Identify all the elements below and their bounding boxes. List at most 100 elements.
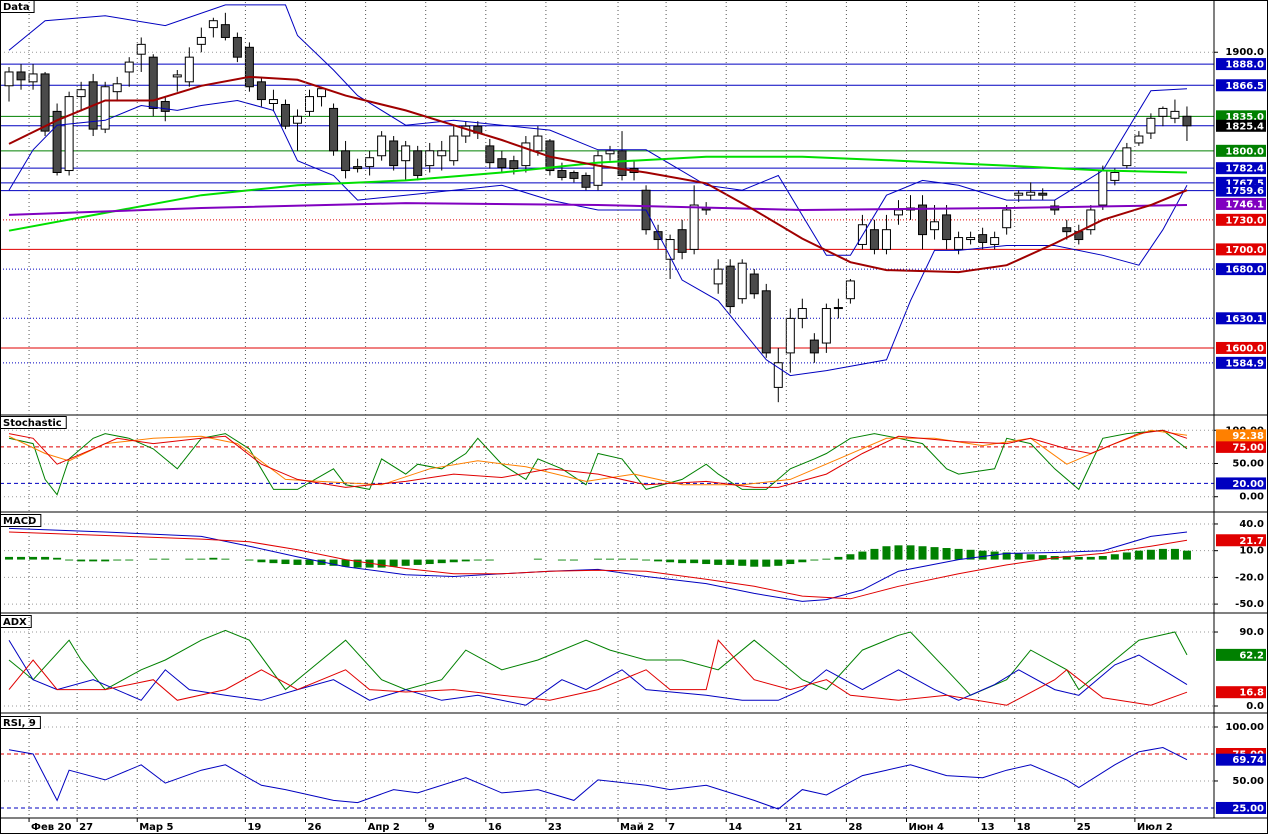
histogram-bar	[1110, 554, 1119, 560]
x-tick-label: 13	[981, 822, 995, 833]
histogram-bar	[822, 558, 831, 560]
x-tick-label: 7	[668, 822, 675, 833]
level-box	[1216, 144, 1266, 157]
candle-body	[942, 214, 952, 241]
level-box	[1216, 162, 1266, 175]
level-box	[1216, 119, 1266, 132]
histogram-bar	[1146, 549, 1155, 560]
level-label: 25.00	[1232, 803, 1264, 814]
candle-body	[148, 56, 158, 109]
histogram-bar	[197, 558, 206, 560]
histogram-bar	[437, 559, 446, 564]
level-label: 1782.4	[1225, 164, 1264, 175]
y-tick-label: 50.00	[1232, 776, 1264, 787]
candle-body	[184, 56, 194, 83]
candle-body	[521, 142, 531, 167]
candle-body	[821, 308, 831, 344]
level-label: 62.2	[1239, 650, 1264, 661]
x-tick-label: 26	[308, 822, 322, 833]
histogram-bar	[41, 556, 50, 560]
histogram-bar	[1134, 550, 1143, 560]
histogram-bar	[461, 559, 470, 562]
series-line	[8, 429, 1188, 488]
candle-body	[954, 237, 964, 250]
series-line	[8, 629, 1188, 696]
histogram-bar	[990, 551, 999, 560]
level-box	[1216, 429, 1266, 442]
histogram-bar	[606, 558, 615, 560]
candle-body	[64, 96, 74, 172]
candle-body	[713, 268, 723, 285]
level-label: 1759.6	[1225, 186, 1264, 197]
histogram-bar	[1014, 553, 1023, 560]
panel-title: Stochastic	[3, 418, 62, 429]
panel-title: ADX	[3, 617, 27, 628]
x-tick-label: 18	[1017, 822, 1031, 833]
level-label: 1600.0	[1225, 343, 1264, 354]
panel-title: RSI, 9	[3, 718, 36, 729]
histogram-bar	[209, 557, 218, 560]
histogram-bar	[690, 559, 699, 564]
x-tick-label: 23	[548, 822, 562, 833]
histogram-bar	[858, 551, 867, 560]
level-label: 75.00	[1232, 442, 1264, 453]
candle-body	[485, 145, 495, 164]
level-label: 1730.0	[1225, 215, 1264, 226]
panel	[0, 429, 1214, 498]
histogram-bar	[53, 557, 62, 560]
level-box	[1216, 801, 1266, 814]
x-tick-label: Июн 4	[909, 822, 944, 833]
histogram-bar	[954, 548, 963, 560]
series-line	[8, 4, 1188, 256]
candle-body	[280, 103, 290, 127]
candle-body	[1014, 192, 1024, 196]
level-label: 1630.1	[1225, 314, 1264, 325]
x-tick-label: 25	[1077, 822, 1091, 833]
candle-body	[377, 135, 387, 157]
x-tick-label: Июл 2	[1137, 822, 1173, 833]
x-tick-label: 9	[428, 822, 435, 833]
candle-body	[4, 71, 14, 87]
candle-body	[593, 155, 603, 186]
histogram-bar	[89, 559, 98, 562]
x-tick-label: Май 2	[620, 822, 654, 833]
histogram-bar	[714, 559, 723, 565]
histogram-bar	[1038, 555, 1047, 560]
candle-body	[208, 20, 218, 29]
candle-body	[653, 231, 663, 241]
histogram-bar	[810, 559, 819, 561]
candle-body	[557, 170, 567, 178]
histogram-bar	[966, 549, 975, 560]
level-label: 92.38	[1232, 431, 1264, 442]
series-line	[8, 75, 1188, 274]
candle-body	[725, 265, 735, 308]
histogram-bar	[930, 547, 939, 560]
level-box	[1216, 686, 1266, 699]
histogram-bar	[425, 559, 434, 565]
level-box	[1216, 243, 1266, 256]
candle-body	[329, 107, 339, 152]
candle-body	[1002, 209, 1012, 229]
histogram-bar	[341, 559, 350, 567]
level-label: 1800.0	[1225, 146, 1264, 157]
candle-body	[449, 135, 459, 162]
candle-body	[305, 96, 315, 112]
histogram-bar	[1062, 556, 1071, 560]
level-label: 1835.0	[1225, 112, 1264, 123]
candle-body	[1122, 147, 1132, 167]
candle-body	[220, 24, 230, 38]
candle-body	[136, 43, 146, 55]
candle-body	[533, 135, 543, 152]
histogram-bar	[1086, 556, 1095, 560]
level-box	[1216, 197, 1266, 210]
histogram-bar	[77, 559, 86, 562]
series-line	[8, 746, 1188, 810]
y-tick-label: -20.0	[1235, 572, 1264, 583]
candle-body	[1038, 192, 1048, 196]
histogram-bar	[882, 546, 891, 560]
y-tick-label: -50.0	[1235, 599, 1264, 610]
candle-body	[196, 36, 206, 45]
histogram-bar	[1098, 556, 1107, 560]
